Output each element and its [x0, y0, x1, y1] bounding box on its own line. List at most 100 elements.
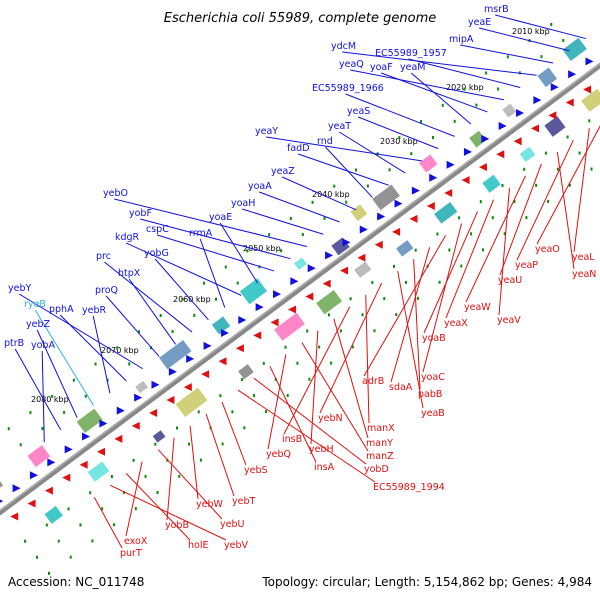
reverse-gene-label: yebW: [196, 499, 223, 510]
track-dot: [351, 345, 354, 349]
reverse-leader-line: [93, 496, 123, 549]
reverse-leader-line: [221, 401, 247, 466]
topology-text: Topology: circular; Length: 5,154,862 bp…: [261, 575, 592, 589]
forward-leader-line: [242, 208, 324, 235]
reverse-leader-line: [301, 342, 369, 452]
track-dot: [101, 507, 104, 511]
forward-leader-line: [154, 258, 209, 321]
feature-block: [44, 505, 63, 524]
forward-gene-label: yeaM: [400, 62, 426, 73]
track-dot: [323, 216, 326, 220]
track-dot: [280, 249, 283, 253]
forward-gene-label: rnd: [317, 136, 333, 147]
reverse-gene-arrow: [149, 408, 158, 417]
track-dot: [159, 314, 162, 318]
track-dot: [475, 103, 478, 107]
track-dot: [79, 523, 82, 527]
reverse-gene-arrow: [565, 98, 574, 107]
forward-gene-label: yeaS: [347, 106, 370, 117]
track-dot: [268, 233, 271, 237]
reverse-gene-label: yeaV: [497, 315, 521, 326]
track-dot: [41, 427, 44, 431]
forward-gene-arrow: [99, 419, 108, 428]
forward-gene-arrow: [568, 70, 577, 79]
forward-gene-arrow: [203, 341, 212, 350]
reverse-gene-label: yeaL: [572, 252, 595, 263]
track-dot: [432, 136, 435, 140]
track-dot: [568, 183, 571, 187]
reverse-leader-line: [166, 437, 175, 521]
reverse-gene-arrow: [97, 447, 106, 456]
forward-gene-label: yobG: [144, 248, 169, 259]
track-dot: [453, 119, 456, 123]
track-dot: [246, 249, 249, 253]
track-dot: [330, 361, 333, 365]
track-dot: [523, 167, 526, 171]
reverse-leader-line: [397, 270, 424, 409]
reverse-leader-line: [363, 235, 447, 377]
track-dot: [156, 490, 159, 494]
forward-gene-label: yebY: [8, 283, 31, 294]
reverse-leader-line: [125, 473, 191, 541]
forward-gene-label: yobF: [129, 208, 152, 219]
reverse-gene-label: manY: [366, 438, 393, 449]
track-dot: [262, 361, 265, 365]
forward-gene-arrow: [272, 290, 281, 299]
track-dot: [501, 183, 504, 187]
track-dot: [89, 491, 92, 495]
forward-leader-line: [266, 136, 422, 162]
track-dot: [144, 474, 147, 478]
track-dot: [63, 410, 66, 414]
reverse-gene-label: purT: [120, 548, 142, 559]
reverse-gene-label: yebH: [309, 444, 334, 455]
track-dot: [154, 442, 157, 446]
track-dot: [243, 426, 246, 430]
track-dot: [590, 167, 593, 171]
forward-gene-label: yeaE: [468, 17, 491, 28]
forward-gene-label: yebR: [82, 305, 106, 316]
track-dot: [132, 458, 135, 462]
reverse-gene-arrow: [340, 266, 349, 275]
reverse-gene-arrow: [62, 473, 71, 482]
track-dot: [460, 264, 463, 268]
reverse-gene-arrow: [496, 150, 505, 159]
forward-leader-line: [298, 153, 390, 186]
feature-block: [434, 202, 458, 224]
reverse-gene-arrow: [27, 499, 36, 508]
track-dot: [503, 232, 506, 236]
forward-leader-line: [342, 51, 537, 76]
track-dot: [550, 22, 553, 26]
forward-gene-label: prc: [96, 251, 111, 262]
forward-gene-label: htpX: [118, 268, 141, 279]
forward-gene-label: yoaE: [209, 212, 232, 223]
reverse-gene-arrow: [513, 137, 522, 146]
reverse-gene-label: pabB: [418, 389, 442, 400]
forward-gene-label: ryeB: [24, 299, 46, 310]
forward-leader-line: [128, 278, 176, 345]
feature-block: [519, 146, 536, 162]
forward-gene-label: mipA: [449, 34, 474, 45]
track-dot: [441, 103, 444, 107]
track-dot: [458, 216, 461, 220]
track-dot: [284, 345, 287, 349]
reverse-gene-label: yeaN: [572, 269, 596, 280]
reverse-gene-arrow: [10, 512, 19, 521]
track-dot: [448, 248, 451, 252]
reverse-gene-arrow: [357, 253, 366, 262]
reverse-leader-line: [390, 247, 431, 383]
reverse-gene-arrow: [583, 85, 592, 94]
forward-leader-line: [125, 242, 242, 296]
track-dot: [265, 410, 268, 414]
track-dot: [29, 411, 32, 415]
reverse-gene-arrow: [426, 201, 435, 210]
forward-gene-arrow: [325, 251, 334, 260]
track-dot: [176, 426, 179, 430]
reverse-gene-arrow: [409, 214, 418, 223]
reverse-gene-label: yeaX: [444, 318, 468, 329]
track-dot: [72, 378, 75, 382]
forward-leader-line: [34, 309, 94, 406]
reverse-leader-line: [413, 259, 421, 390]
track-dot: [404, 280, 407, 284]
forward-gene-label: yebZ: [26, 319, 50, 330]
forward-leader-line: [105, 295, 160, 357]
